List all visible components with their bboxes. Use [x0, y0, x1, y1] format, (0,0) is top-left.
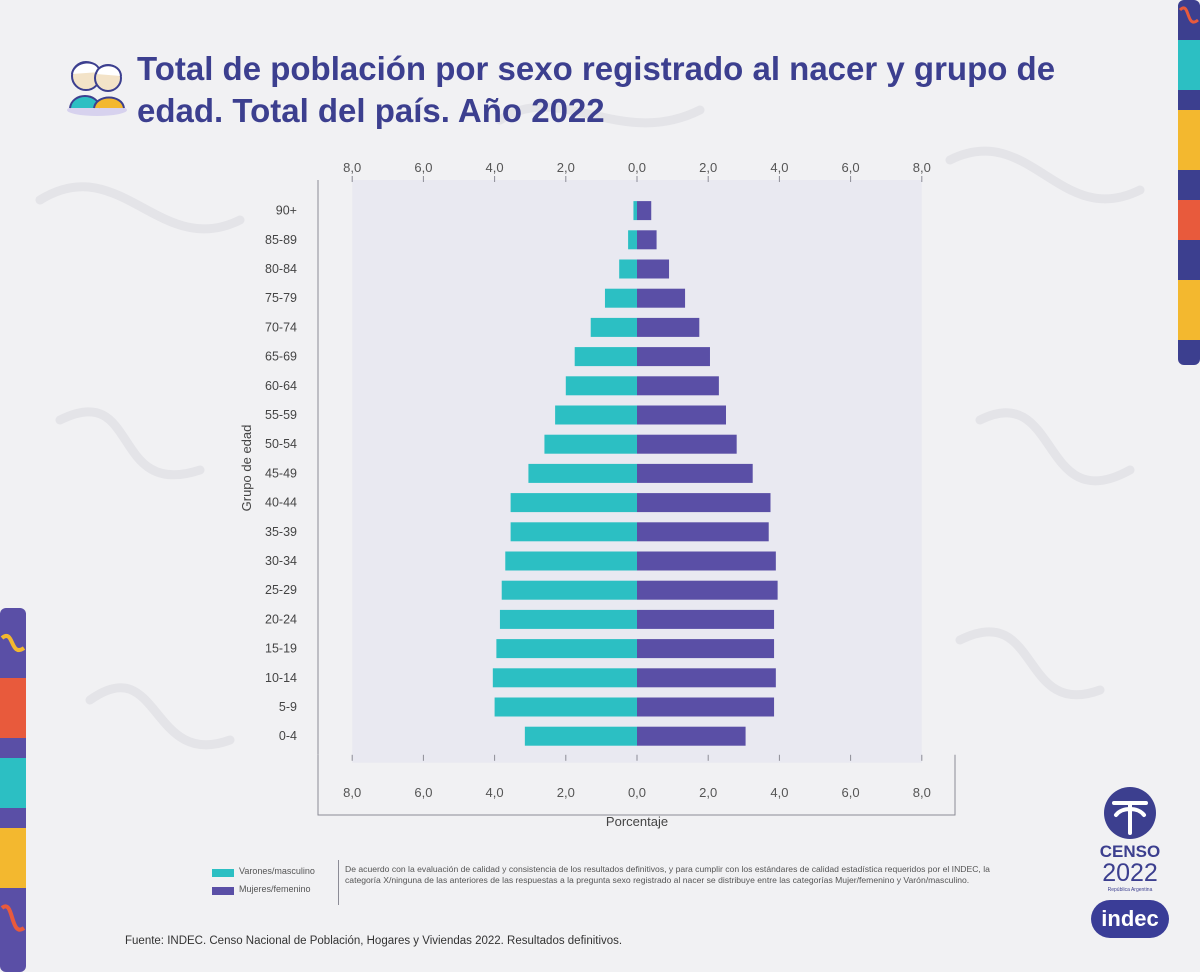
legend-swatch-male	[212, 869, 234, 877]
bar-female	[637, 463, 753, 483]
y-tick-label: 20-24	[265, 612, 297, 626]
methodology-note: De acuerdo con la evaluación de calidad …	[345, 864, 990, 885]
bar-female	[637, 230, 657, 250]
left-decoration	[0, 608, 26, 972]
bar-female	[637, 639, 775, 659]
chart-title: Total de población por sexo registrado a…	[137, 50, 1056, 129]
y-tick-label: 25-29	[265, 583, 297, 597]
x-tick-label-top: 2,0	[699, 160, 717, 175]
x-axis-bracket	[317, 754, 956, 816]
legend-label-female: Mujeres/femenino	[239, 884, 311, 894]
censo-logo-line3: República Argentina	[1108, 887, 1153, 893]
censo-logo-line1: CENSO	[1100, 842, 1160, 861]
y-tick-label: 75-79	[265, 291, 297, 305]
x-tick-label-bottom: 4,0	[486, 785, 504, 800]
y-tick-label: 55-59	[265, 408, 297, 422]
bar-female	[637, 493, 771, 513]
bar-female	[637, 201, 652, 221]
bar-female	[637, 347, 710, 367]
x-tick-label-top: 6,0	[842, 160, 860, 175]
censo-2022-logo: CENSO 2022 República Argentina	[1100, 787, 1160, 893]
bar-male	[528, 463, 637, 483]
x-axis-title: Porcentaje	[606, 814, 668, 829]
y-tick-label: 90+	[276, 204, 297, 218]
legend-label-male: Varones/masculino	[239, 866, 315, 876]
bar-male	[574, 347, 637, 367]
elderly-people-icon	[67, 61, 127, 116]
bar-female	[637, 551, 776, 571]
bar-male	[628, 230, 637, 250]
y-axis-title: Grupo de edad	[239, 425, 254, 512]
y-tick-label: 85-89	[265, 233, 297, 247]
bar-male	[492, 668, 637, 688]
x-tick-label-top: 0,0	[628, 160, 646, 175]
x-tick-label-bottom: 0,0	[628, 785, 646, 800]
bar-male	[590, 317, 637, 337]
bar-male	[499, 609, 637, 629]
censo-logo-line2: 2022	[1102, 859, 1158, 887]
right-decoration	[1178, 0, 1200, 365]
y-tick-label: 15-19	[265, 642, 297, 656]
bar-female	[637, 434, 737, 454]
bar-male	[565, 376, 637, 396]
bar-male	[494, 697, 637, 717]
bar-male	[524, 726, 637, 746]
bar-male	[555, 405, 637, 425]
legend-item-female: Mujeres/femenino	[212, 884, 342, 898]
y-tick-label: 35-39	[265, 525, 297, 539]
x-tick-label-bottom: 6,0	[414, 785, 432, 800]
legend-swatch-female	[212, 887, 234, 895]
bar-male	[501, 580, 637, 600]
source-text: Fuente: INDEC. Censo Nacional de Poblaci…	[125, 935, 623, 947]
bar-female	[637, 609, 775, 629]
x-tick-label-top: 6,0	[414, 160, 432, 175]
bar-male	[633, 201, 637, 221]
bar-male	[510, 493, 637, 513]
legend-item-male: Varones/masculino	[212, 866, 342, 880]
x-tick-label-bottom: 8,0	[913, 785, 931, 800]
y-tick-label: 0-4	[279, 729, 297, 743]
bar-male	[619, 259, 637, 279]
bar-male	[505, 551, 637, 571]
bar-female	[637, 288, 686, 308]
y-tick-label: 50-54	[265, 437, 297, 451]
x-tick-label-top: 4,0	[770, 160, 788, 175]
x-tick-label-bottom: 2,0	[557, 785, 575, 800]
y-tick-label: 60-64	[265, 379, 297, 393]
bar-female	[637, 259, 670, 279]
bar-female	[637, 376, 719, 396]
indec-logo: indec	[1091, 900, 1169, 938]
x-tick-label-top: 4,0	[486, 160, 504, 175]
x-tick-label-bottom: 4,0	[770, 785, 788, 800]
y-tick-label: 65-69	[265, 350, 297, 364]
y-tick-label: 5-9	[279, 700, 297, 714]
y-tick-label: 80-84	[265, 262, 297, 276]
bar-female	[637, 726, 746, 746]
x-tick-label-bottom: 2,0	[699, 785, 717, 800]
bar-female	[637, 317, 700, 337]
bar-female	[637, 580, 778, 600]
y-tick-label: 40-44	[265, 496, 297, 510]
bar-female	[637, 668, 776, 688]
y-tick-label: 45-49	[265, 466, 297, 480]
y-tick-label: 10-14	[265, 671, 297, 685]
x-tick-label-top: 8,0	[343, 160, 361, 175]
x-tick-label-bottom: 8,0	[343, 785, 361, 800]
x-tick-label-bottom: 6,0	[842, 785, 860, 800]
bar-male	[510, 522, 637, 542]
bar-male	[496, 639, 637, 659]
bar-female	[637, 405, 726, 425]
bar-female	[637, 522, 769, 542]
y-tick-label: 70-74	[265, 320, 297, 334]
bar-male	[544, 434, 637, 454]
bar-female	[637, 697, 775, 717]
x-tick-label-top: 2,0	[557, 160, 575, 175]
bar-male	[604, 288, 637, 308]
y-tick-label: 30-34	[265, 554, 297, 568]
x-tick-label-top: 8,0	[913, 160, 931, 175]
legend-divider	[338, 860, 339, 905]
